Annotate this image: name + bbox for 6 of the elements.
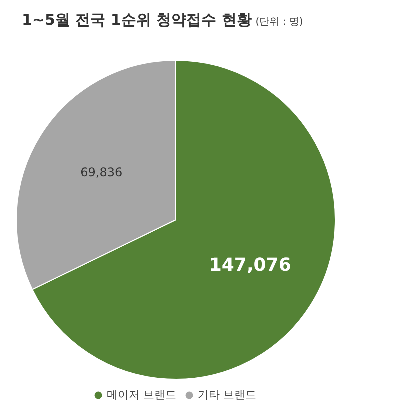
chart-title: 1~5월 전국 1순위 청약접수 현황: [22, 11, 252, 29]
data-label: 69,836: [80, 166, 123, 180]
legend-label: 기타 브랜드: [198, 388, 256, 402]
chart-subtitle: (단위 : 명): [256, 17, 304, 28]
data-label: 147,076: [209, 255, 292, 276]
legend-label: 메이저 브랜드: [107, 388, 177, 402]
